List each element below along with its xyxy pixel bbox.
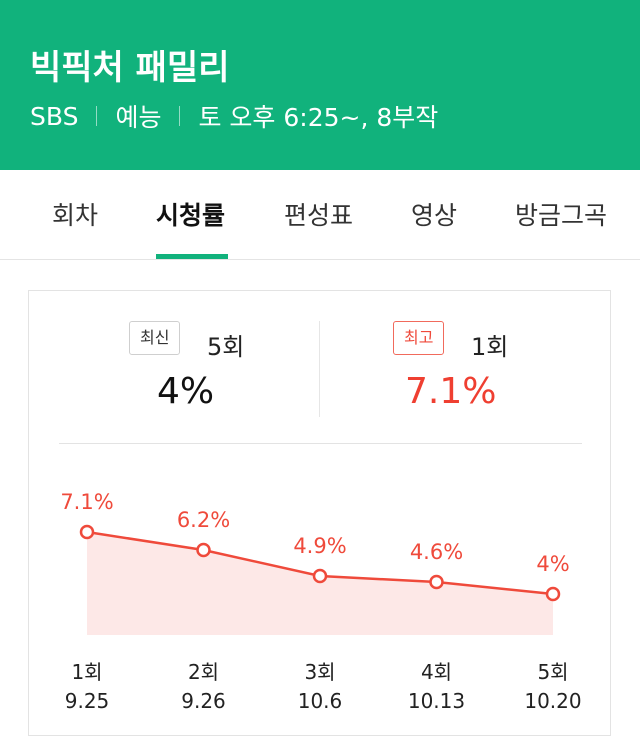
active-tab-indicator	[156, 254, 228, 259]
x-tick-date: 9.26	[181, 689, 226, 713]
meta-divider	[179, 106, 181, 126]
data-point	[429, 574, 444, 590]
x-tick-episode: 4회	[421, 660, 452, 684]
latest-badge: 최신	[129, 321, 181, 355]
program-meta: SBS 예능 토 오후 6:25~, 8부작	[30, 98, 438, 134]
best-badge: 최고	[393, 321, 445, 355]
tab-ratings[interactable]: 시청률	[156, 201, 226, 230]
data-point	[312, 568, 328, 584]
tab-episodes[interactable]: 회차	[52, 201, 99, 230]
data-point	[196, 542, 211, 558]
tab-songs[interactable]: 방금그곡	[515, 201, 608, 230]
chart-area-fill	[87, 532, 553, 635]
broadcast-schedule: 토 오후 6:25~, 8부작	[198, 103, 439, 132]
latest-rating: 4%	[157, 371, 215, 412]
x-tick-date: 10.6	[298, 689, 343, 713]
tab-video[interactable]: 영상	[411, 201, 458, 230]
summary-divider	[319, 321, 320, 417]
data-label: 4%	[536, 552, 569, 576]
ratings-panel: 최신 5회 4% 최고 1회 7.1% 7.1% 1회 9.25 6.2% 2회 9.26…	[28, 290, 611, 736]
data-label: 4.6%	[410, 540, 463, 564]
x-tick-episode: 1회	[71, 660, 102, 684]
x-tick-date: 10.13	[408, 689, 465, 713]
best-episode: 1회	[471, 333, 509, 361]
data-label: 7.1%	[60, 490, 113, 514]
panel-divider	[59, 443, 582, 444]
data-point	[79, 524, 95, 540]
tab-bar: 회차 시청률 편성표 영상 방금그곡	[0, 170, 640, 260]
data-label: 6.2%	[177, 508, 230, 532]
data-label: 4.9%	[293, 534, 346, 558]
meta-divider	[96, 106, 98, 126]
program-title[interactable]: 빅픽처 패밀리	[30, 48, 230, 88]
x-tick-date: 9.25	[65, 689, 110, 713]
program-header: 빅픽처 패밀리 SBS 예능 토 오후 6:25~, 8부작	[0, 0, 640, 170]
x-tick-date: 10.20	[524, 689, 581, 713]
ratings-line-chart: 7.1% 1회 9.25 6.2% 2회 9.26 4.9% 3회 10.6 4.6% 4회 10.1…	[60, 490, 581, 713]
genre-name: 예능	[115, 103, 162, 132]
x-tick-episode: 5회	[537, 660, 568, 684]
x-tick-episode: 3회	[304, 660, 335, 684]
tab-schedule[interactable]: 편성표	[284, 201, 354, 230]
data-point	[545, 586, 561, 602]
x-tick-episode: 2회	[188, 660, 219, 684]
channel-name: SBS	[30, 101, 79, 131]
best-rating: 7.1%	[405, 371, 497, 412]
latest-episode: 5회	[207, 333, 245, 361]
